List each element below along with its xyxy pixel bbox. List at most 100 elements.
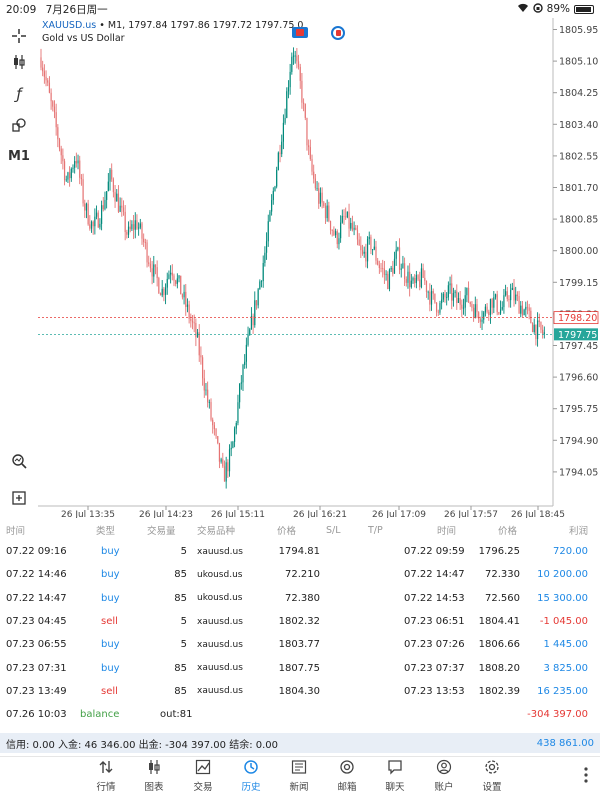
crosshair-icon[interactable] [7, 24, 31, 48]
candle-body [245, 344, 247, 362]
nav-chart[interactable]: 图表 [131, 759, 177, 793]
shapes-icon[interactable] [7, 113, 31, 137]
candle-body [80, 177, 82, 180]
candle-body [405, 279, 407, 283]
add-chart-icon[interactable] [7, 486, 31, 510]
trade-history: 时间 类型 交易量 交易品种 价格 S/L T/P 时间 价格 利润 07.22… [0, 520, 600, 730]
summary-total: 438 861.00 [536, 737, 594, 749]
nav-history[interactable]: 历史 [228, 759, 274, 793]
y-tick-label: 1803.40 [559, 120, 598, 131]
table-row[interactable]: 07.23 04:45 sell 5 xauusd.us 1802.32 07.23 06… [0, 610, 600, 633]
candle-body [196, 332, 199, 338]
candle-body [217, 435, 219, 444]
lock-rotation-icon [532, 2, 543, 16]
candle-body [114, 192, 116, 202]
y-tick-label: 1796.60 [559, 373, 598, 384]
nav-label: 设置 [482, 782, 502, 793]
header-profit: 利润 [568, 526, 588, 537]
candle-body [417, 275, 419, 280]
candle-body [452, 293, 455, 301]
candle-body [491, 298, 493, 308]
header-close-time: 时间 [437, 526, 457, 537]
candle-body [474, 304, 476, 318]
table-row[interactable]: 07.23 06:55 buy 5 xauusd.us 1803.77 07.23 07:… [0, 633, 600, 656]
candle-body [42, 67, 44, 72]
cell-type: buy [101, 662, 120, 674]
candle-body [520, 305, 522, 314]
nav-account[interactable]: 账户 [421, 759, 467, 793]
cell-open-time: 07.26 10:03 [6, 709, 67, 721]
header-close-price: 价格 [498, 526, 518, 537]
candle-body [326, 205, 328, 219]
price-chart[interactable]: 1805.95 1805.10 1804.25 1803.40 1802.55 1801.… [38, 18, 600, 520]
candle-body [148, 262, 150, 264]
cell-volume: 85 [174, 662, 187, 674]
nav-label: 交易 [193, 782, 213, 793]
cell-profit: 3 825.00 [543, 662, 588, 674]
candle-body [50, 92, 52, 102]
chart-symbol[interactable]: XAUUSD.us [42, 20, 97, 31]
candle-body [195, 323, 197, 338]
nav-settings[interactable]: 设置 [469, 759, 515, 793]
chart-canvas[interactable]: 1805.95 1805.10 1804.25 1803.40 1802.55 1801.… [38, 18, 600, 520]
candlestick-icon[interactable] [7, 50, 31, 74]
table-row[interactable]: 07.23 13:49 sell 85 xauusd.us 1804.30 07.23 1… [0, 680, 600, 703]
cell-volume: 5 [180, 546, 187, 558]
cell-open-price: 1803.77 [278, 639, 320, 651]
balance-row[interactable]: 07.26 10:03 balance out:81 -304 397.00 [0, 703, 600, 726]
candle-body [190, 318, 192, 321]
candle-body [486, 306, 488, 312]
x-tick-label: 26 Jul 18:45 [511, 510, 565, 518]
nav-mail[interactable]: 邮箱 [324, 759, 370, 793]
candle-body [328, 205, 330, 222]
cell-close-price: 1804.41 [478, 616, 520, 628]
candle-body [498, 312, 500, 314]
nav-chat[interactable]: 聊天 [372, 759, 418, 793]
nav-news[interactable]: 新闻 [276, 759, 322, 793]
candle-body [126, 232, 128, 235]
cell-volume: 85 [174, 685, 187, 697]
indicators-icon[interactable]: ƒ [16, 85, 22, 103]
candle-body [235, 422, 237, 429]
candle-body [237, 402, 239, 423]
candle-body [461, 304, 463, 309]
candle-body [265, 241, 268, 253]
candle-body [313, 171, 315, 179]
cell-symbol: ukousd.us [197, 569, 243, 580]
nav-label: 聊天 [385, 782, 405, 793]
cell-open-time: 07.22 14:46 [6, 569, 67, 581]
table-row[interactable]: 07.22 14:47 buy 85 ukousd.us 72.380 07.22 14:… [0, 587, 600, 610]
candle-body [107, 181, 109, 192]
candle-body [442, 293, 444, 300]
more-icon[interactable] [584, 767, 588, 787]
nav-quotes[interactable]: 行情 [83, 759, 129, 793]
candle-body [292, 55, 295, 57]
candle-body [377, 260, 379, 265]
candle-body [373, 246, 375, 250]
table-row[interactable]: 07.22 09:16 buy 5 xauusd.us 1794.81 07.22 09:… [0, 540, 600, 563]
candle-body [143, 238, 145, 243]
header-tp: T/P [368, 524, 383, 536]
cell-close-time: 07.23 07:37 [404, 662, 465, 674]
candle-body [97, 212, 99, 228]
candle-body [52, 101, 54, 107]
one-click-trading-icon[interactable] [292, 27, 308, 38]
cell-open-price: 1804.30 [278, 685, 320, 697]
candle-body [422, 268, 424, 278]
candle-body [129, 226, 131, 230]
table-row[interactable]: 07.23 07:31 buy 85 xauusd.us 1807.75 07.23 07… [0, 656, 600, 679]
candle-body [409, 271, 411, 288]
candle-body [358, 239, 360, 246]
candle-body [259, 281, 261, 290]
candle-body [309, 147, 311, 159]
signal-icon[interactable] [331, 26, 345, 40]
candle-body [168, 274, 170, 279]
chart-bullet: • [99, 20, 105, 31]
timeframe-button[interactable]: M1 [8, 148, 30, 164]
candle-body [218, 443, 221, 462]
table-row[interactable]: 07.22 14:46 buy 85 ukousd.us 72.210 07.22 14:… [0, 563, 600, 586]
zoom-icon[interactable] [7, 449, 31, 473]
nav-trade[interactable]: 交易 [180, 759, 226, 793]
trade-rows: 07.22 09:16 buy 5 xauusd.us 1794.81 07.22 09:… [0, 540, 600, 726]
candle-body [104, 199, 106, 210]
